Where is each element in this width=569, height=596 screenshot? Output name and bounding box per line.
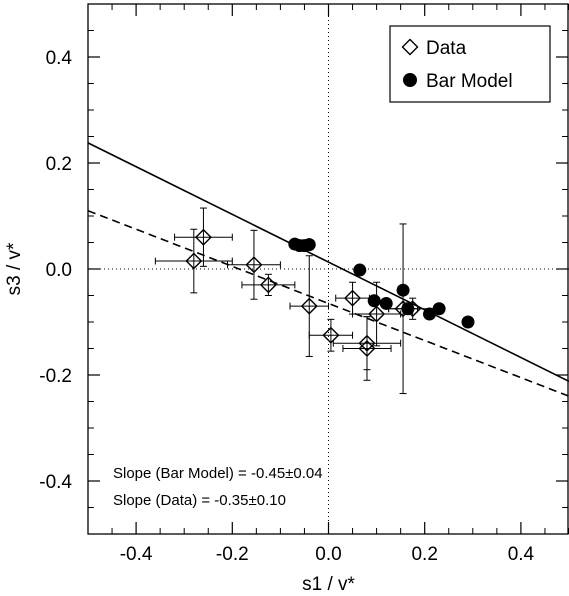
- x-tick-label: -0.4: [120, 544, 153, 565]
- legend-marker-diamond: [401, 38, 419, 56]
- bar-model-point: [461, 315, 475, 329]
- data-point-diamond: [245, 256, 263, 274]
- legend-marker-circle: [403, 73, 417, 87]
- error-bars: [154, 207, 438, 395]
- data-point-diamond: [194, 228, 212, 246]
- y-tick-label: -0.4: [39, 472, 72, 493]
- data-point-diamond: [300, 297, 318, 315]
- bar-model-point: [302, 238, 316, 252]
- x-tick-label: 0.2: [411, 544, 437, 565]
- fit-line-bar-model: [87, 142, 569, 383]
- y-tick-label: -0.2: [39, 366, 72, 387]
- data-point-diamond: [259, 276, 277, 294]
- legend-box: [389, 25, 551, 103]
- data-points: [185, 228, 475, 357]
- zero-lines: [88, 4, 569, 534]
- bar-model-point: [423, 307, 437, 321]
- bar-model-point: [379, 296, 393, 310]
- slope-annotation-data: Slope (Data) = -0.35±0.10: [113, 492, 286, 509]
- legend-label-bar-model: Bar Model: [426, 71, 513, 92]
- y-axis-label: s3 / v*: [4, 242, 25, 295]
- fit-lines: [87, 142, 569, 397]
- bar-model-point: [401, 302, 415, 316]
- slope-annotation-bar-model: Slope (Bar Model) = -0.45±0.04: [113, 465, 323, 482]
- data-point-diamond: [344, 289, 362, 307]
- bar-model-point: [353, 263, 367, 277]
- x-axis: -0.4 -0.2 0.0 0.2 0.4: [87, 4, 569, 565]
- x-tick-label: 0.4: [508, 544, 535, 565]
- y-axis: -0.4 -0.2 0.0 0.2 0.4: [39, 3, 568, 535]
- fit-line-data: [87, 209, 569, 397]
- x-axis-label: s1 / v*: [302, 574, 355, 595]
- y-tick-label: 0.4: [46, 48, 73, 69]
- data-point-diamond: [358, 334, 376, 352]
- legend-label-data: Data: [426, 38, 467, 59]
- data-point-diamond: [322, 326, 340, 344]
- y-tick-label: 0.0: [46, 260, 72, 281]
- y-tick-label: 0.2: [46, 154, 72, 175]
- x-tick-label: -0.2: [216, 544, 249, 565]
- legend: Data Bar Model: [389, 25, 551, 103]
- data-point-diamond: [185, 252, 203, 270]
- data-point-diamond: [368, 305, 386, 323]
- bar-model-point: [432, 302, 446, 316]
- bar-model-point: [396, 283, 410, 297]
- bar-model-point: [367, 294, 381, 308]
- data-point-diamond: [358, 340, 376, 357]
- x-tick-label: 0.0: [315, 544, 341, 565]
